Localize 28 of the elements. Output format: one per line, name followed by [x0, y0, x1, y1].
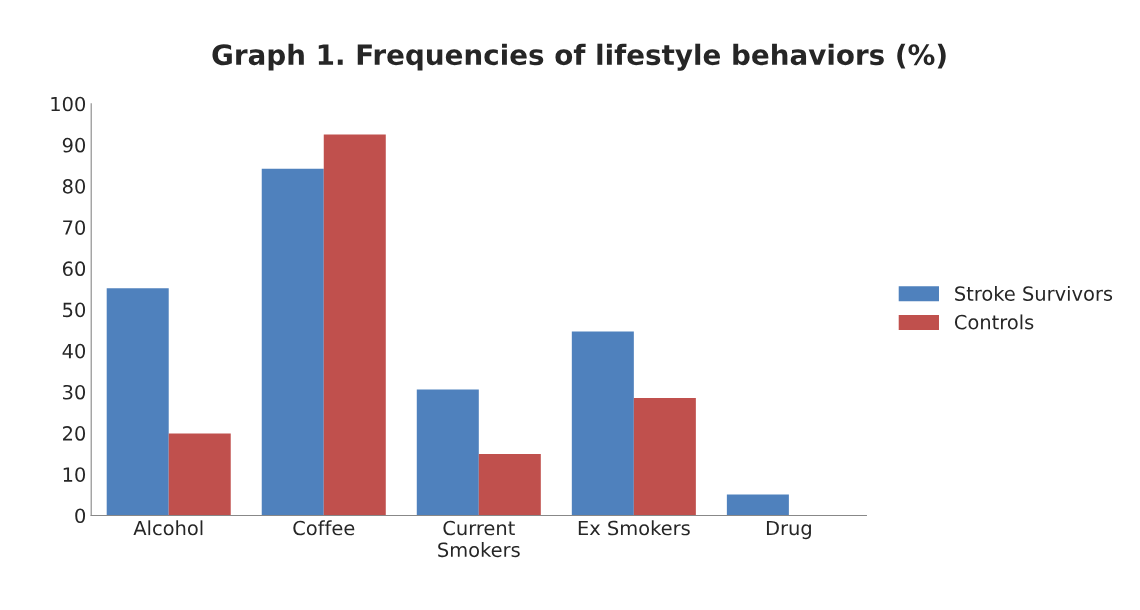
x-tick-label: Current Smokers	[438, 520, 520, 558]
bar	[106, 288, 169, 516]
y-tick-label: 60	[62, 261, 86, 277]
y-tick-label: 90	[62, 137, 86, 153]
bar	[261, 168, 324, 516]
bar	[633, 398, 696, 516]
bar	[571, 331, 634, 516]
y-tick-label: 50	[63, 302, 86, 318]
y-tick-label: 70	[63, 220, 86, 235]
x-tick-label: Coffee	[293, 520, 355, 536]
x-tick-label: Alcohol	[133, 520, 203, 536]
bar	[416, 389, 479, 516]
chart-title: Graph 1. Frequencies of lifestyle behaviors (%)	[212, 43, 946, 71]
bar	[323, 134, 386, 516]
legend-label: Stroke Survivors	[955, 285, 1113, 301]
x-tick-label: Drug	[766, 520, 811, 540]
y-tick-label: 10	[63, 467, 86, 482]
bar	[726, 494, 789, 516]
y-tick-label: 80	[62, 179, 86, 194]
x-tick-label: Ex Smokers	[578, 520, 690, 536]
bar	[168, 433, 231, 516]
y-tick-label: 0	[75, 508, 86, 524]
y-tick-label: 100	[51, 96, 86, 112]
y-tick-label: 40	[62, 343, 86, 359]
legend-label: Controls	[954, 314, 1034, 330]
y-tick-label: 20	[63, 426, 86, 441]
bar	[478, 454, 541, 516]
y-tick-label: 30	[63, 384, 86, 400]
